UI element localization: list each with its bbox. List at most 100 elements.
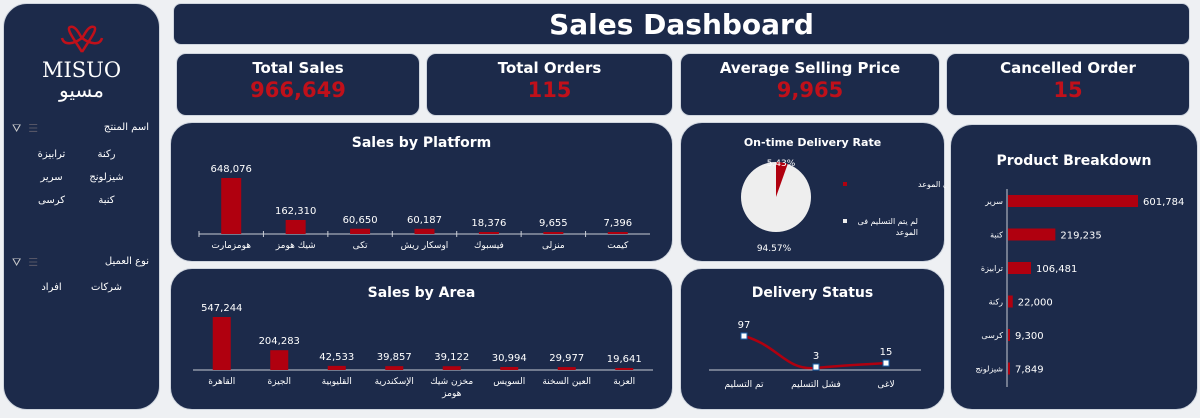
data-label: 162,310 (275, 206, 316, 217)
data-label: 30,994 (492, 353, 527, 364)
bar (478, 232, 499, 234)
pie-slice (776, 162, 788, 197)
kpi-total-orders: Total Orders 115 (426, 53, 673, 116)
tick-label: كيمت (607, 241, 629, 251)
tick-label: العين السخنة (542, 377, 591, 387)
data-label: 3 (813, 351, 819, 362)
filter-header-product: اسم المنتج ☰ ⛛ (12, 122, 149, 135)
tick-label: كنبة (990, 231, 1003, 240)
data-label: 9,655 (539, 218, 568, 229)
bar (1008, 262, 1032, 274)
tick-label: الإسكندرية (375, 377, 414, 387)
legend-swatch (843, 182, 847, 186)
bar (543, 232, 564, 234)
slicer-item[interactable]: ركنة (97, 149, 116, 160)
slicer-item[interactable]: ترابيزة (37, 149, 66, 160)
data-label: 5.43% (767, 159, 796, 169)
tick-label: لاغى (877, 380, 894, 390)
bar (350, 228, 371, 234)
data-label: 60,187 (407, 215, 442, 226)
data-label: 18,376 (471, 218, 506, 229)
bar (500, 366, 519, 370)
legend-label: تم التسليم فى الموعد (918, 180, 946, 189)
slicer-item[interactable]: سرير (40, 172, 63, 183)
legend-label: الموعد (896, 228, 918, 237)
tick-label: شيزلونج (976, 365, 1004, 374)
tick-label: سرير (984, 197, 1003, 206)
kpi-total-sales: Total Sales 966,649 (176, 53, 420, 116)
multi-select-icon[interactable]: ☰ (28, 256, 39, 269)
tick-label: تكى (353, 241, 368, 251)
kpi-average-selling-price: Average Selling Price 9,965 (680, 53, 940, 116)
bar (1008, 329, 1011, 341)
bar (442, 366, 461, 370)
tick-label: الجيزة (268, 377, 291, 387)
tick-label: مخزن شيك (430, 377, 473, 387)
data-point (740, 332, 748, 340)
tick-label: ترابيزة (981, 264, 1003, 273)
data-label: 94.57% (757, 244, 792, 254)
bar (285, 219, 306, 234)
data-label: 97 (738, 320, 751, 331)
slicer-item[interactable]: شيزلونج (89, 172, 124, 183)
tick-label: هومز (441, 389, 461, 399)
ribbon-logo-icon (60, 25, 104, 53)
data-label: 204,283 (259, 336, 300, 347)
data-label: 7,396 (603, 218, 632, 229)
tick-label: شيك هومز (275, 241, 316, 251)
data-label: 106,481 (1036, 264, 1077, 275)
data-point (882, 359, 890, 367)
data-label: 547,244 (201, 303, 242, 314)
tick-label: فشل التسليم (791, 380, 841, 390)
kpi-cancelled-order: Cancelled Order 15 (946, 53, 1190, 116)
bar (414, 228, 435, 234)
page-title: Sales Dashboard (173, 3, 1190, 45)
tick-label: القليوبية (322, 377, 352, 387)
slicer-item[interactable]: افراد (41, 282, 62, 293)
data-label: 22,000 (1018, 298, 1053, 309)
data-label: 42,533 (319, 352, 354, 363)
bar (607, 232, 628, 234)
bar (270, 350, 289, 370)
data-label: 15 (880, 347, 893, 358)
data-label: 9,300 (1015, 331, 1044, 342)
data-label: 601,784 (1143, 197, 1184, 208)
slicer-item[interactable]: كرسى (38, 195, 65, 206)
data-label: 648,076 (211, 164, 252, 175)
multi-select-icon[interactable]: ☰ (28, 122, 39, 135)
bar (615, 368, 634, 370)
product-breakdown-chart: Product Breakdown 601,784 سرير 219,235 كنبة 1… (950, 124, 1198, 410)
clear-filter-icon[interactable]: ⛛ (12, 122, 22, 135)
tick-label: ركنة (989, 298, 1004, 307)
tick-label: فيسبوك (474, 241, 504, 251)
tick-label: اوسكار ريش (401, 241, 449, 251)
tick-label: السويس (493, 377, 525, 387)
product-filter-items: ركنة ترابيزة شيزلونج سرير كنبة كرسى (24, 149, 134, 206)
sales-by-area-chart: Sales by Area 547,244 القاهرة 204,283 الجيزة… (170, 268, 673, 410)
tick-label: تم التسليم (724, 380, 764, 390)
clear-filter-icon[interactable]: ⛛ (12, 256, 22, 269)
legend-swatch (843, 219, 847, 223)
bar (1008, 195, 1138, 207)
bar (327, 365, 346, 370)
bar (557, 367, 576, 370)
slicer-item[interactable]: كنبة (98, 195, 115, 206)
sidebar: MISUO مسيو اسم المنتج ☰ ⛛ ركنة ترابيزة ش… (3, 3, 160, 410)
bar (212, 317, 231, 370)
data-label: 19,641 (607, 354, 642, 365)
bar (1008, 295, 1013, 308)
bar (221, 178, 242, 234)
legend-label: لم يتم التسليم فى (858, 217, 918, 226)
data-label: 60,650 (343, 215, 378, 226)
tick-label: القاهرة (208, 377, 235, 387)
filter-header-customer: نوع العميل ☰ ⛛ (12, 256, 149, 269)
tick-label: هومزمارت (211, 241, 251, 251)
slicer-item[interactable]: شركات (90, 282, 123, 293)
data-label: 29,977 (549, 353, 584, 364)
sales-by-platform-chart: Sales by Platform 648,076 هومزمارت 162,310 ش… (170, 122, 673, 262)
bar (1008, 228, 1056, 241)
brand-logo: MISUO مسيو (4, 24, 159, 102)
bar (1008, 362, 1010, 375)
data-label: 7,849 (1015, 365, 1044, 376)
